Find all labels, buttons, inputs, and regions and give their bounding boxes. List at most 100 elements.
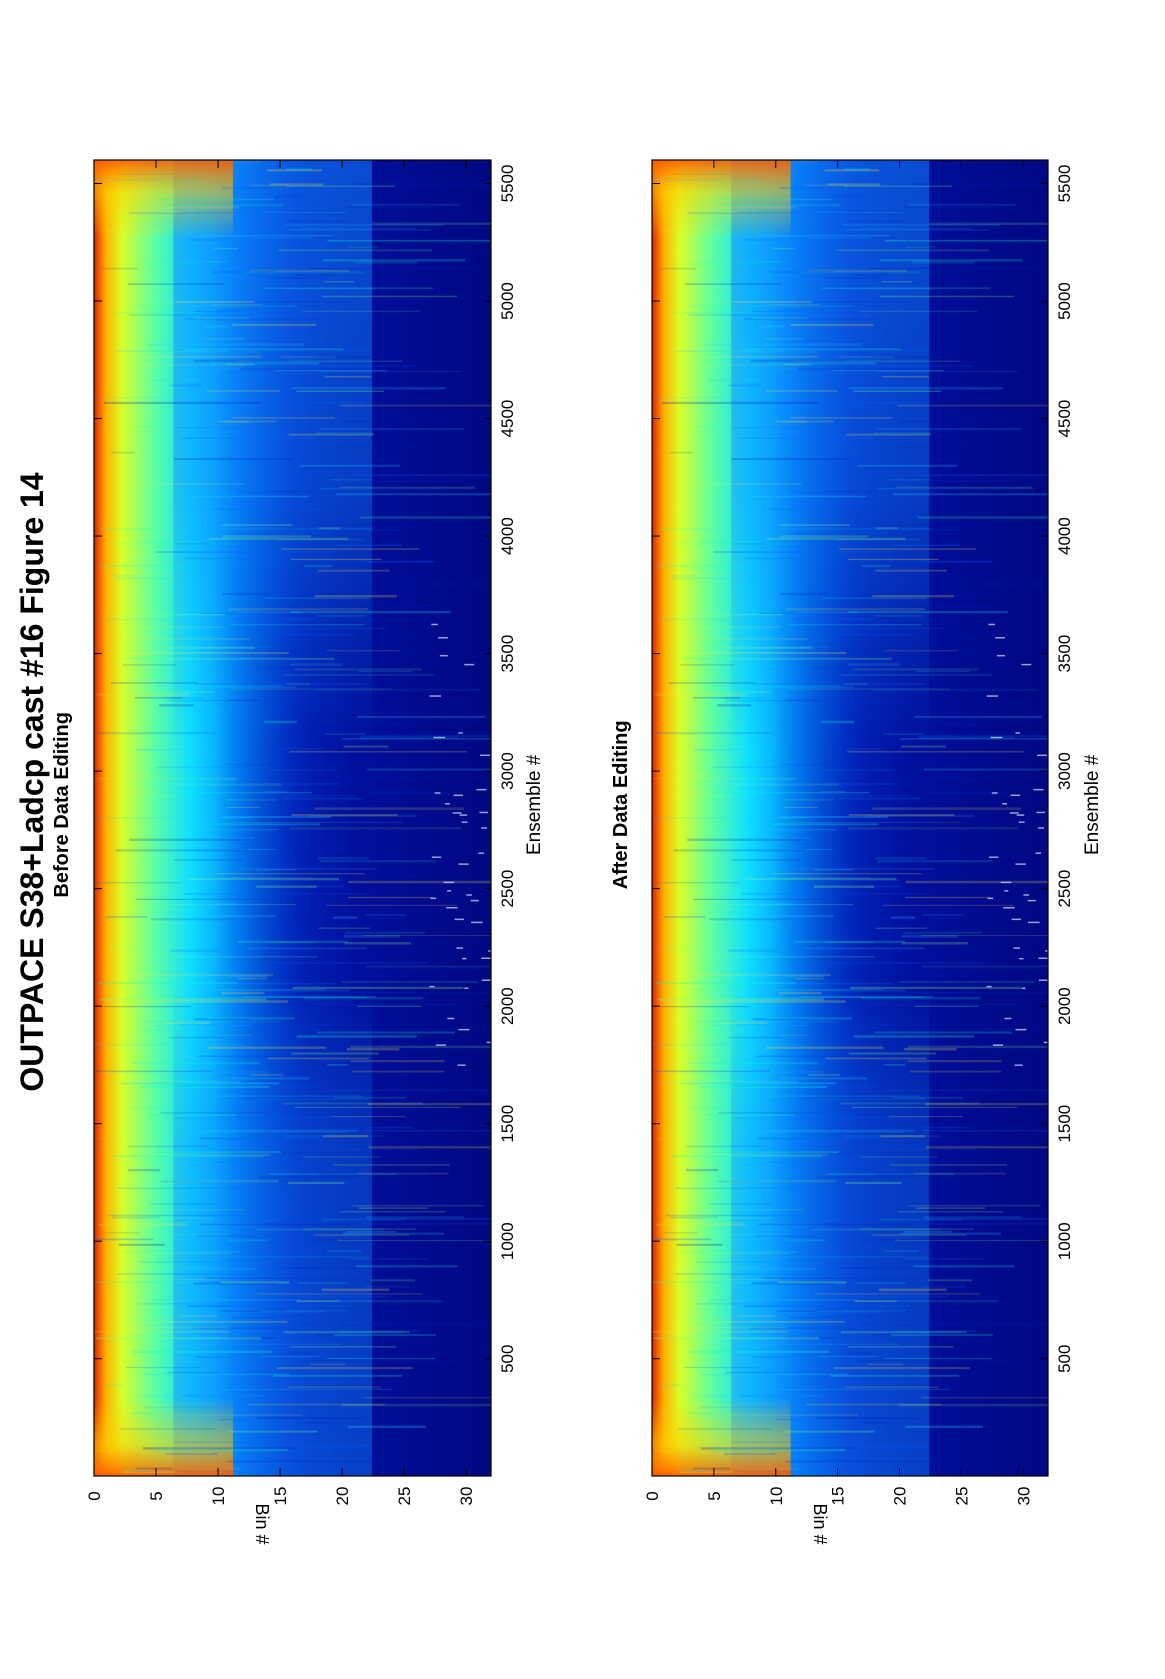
texture-streak — [194, 996, 367, 998]
texture-streak — [368, 1146, 491, 1149]
x-axis-label: Ensemble # — [524, 754, 545, 855]
texture-streak — [897, 404, 1048, 407]
texture-streak — [305, 1238, 455, 1242]
texture-streak — [366, 768, 491, 771]
texture-streak — [822, 1126, 924, 1130]
texture-streak — [925, 1217, 1048, 1220]
texture-streak — [759, 710, 782, 713]
texture-streak — [342, 738, 491, 740]
texture-streak — [115, 312, 203, 314]
texture-streak — [236, 611, 302, 614]
texture-streak — [795, 978, 825, 980]
texture-streak — [914, 1005, 979, 1007]
texture-streak — [321, 1288, 390, 1291]
texture-streak — [162, 1021, 210, 1024]
missing-data-gap — [1014, 1064, 1023, 1066]
texture-streak — [778, 1281, 847, 1284]
texture-streak — [848, 1345, 954, 1348]
texture-streak — [354, 723, 422, 726]
texture-streak — [875, 927, 928, 930]
texture-streak — [340, 404, 491, 407]
texture-streak — [660, 618, 731, 621]
texture-streak — [655, 732, 773, 735]
texture-streak — [237, 978, 267, 980]
texture-streak — [155, 766, 268, 769]
texture-streak — [351, 204, 460, 206]
texture-streak — [720, 1021, 768, 1024]
missing-data-gap — [488, 950, 491, 952]
texture-streak — [323, 1135, 368, 1138]
texture-streak — [917, 516, 1048, 519]
texture-streak — [370, 1279, 415, 1282]
texture-streak — [124, 1287, 155, 1289]
texture-streak — [194, 915, 277, 918]
texture-streak — [905, 880, 1048, 884]
texture-streak — [673, 173, 733, 175]
texture-streak — [214, 872, 365, 875]
texture-streak — [369, 1322, 491, 1325]
texture-streak — [191, 495, 309, 498]
texture-streak — [290, 827, 462, 830]
missing-data-gap — [446, 906, 458, 909]
texture-streak — [898, 420, 1018, 423]
texture-streak — [749, 495, 867, 498]
texture-streak — [170, 949, 219, 952]
texture-streak — [705, 301, 732, 304]
texture-streak — [205, 1129, 358, 1132]
texture-streak — [318, 1173, 428, 1176]
x-tick-label: 2000 — [1055, 987, 1074, 1025]
texture-streak — [851, 668, 980, 671]
texture-streak — [673, 312, 761, 314]
texture-streak — [335, 445, 414, 448]
texture-streak — [298, 1282, 349, 1284]
y-tick-label: 20 — [333, 1487, 352, 1506]
texture-streak — [915, 1207, 986, 1209]
texture-streak — [745, 829, 837, 831]
texture-streak — [888, 479, 931, 481]
missing-data-gap — [447, 890, 452, 892]
texture-streak — [890, 1334, 993, 1337]
texture-streak — [198, 234, 333, 237]
texture-streak — [154, 685, 283, 687]
texture-streak — [173, 848, 276, 850]
texture-streak — [149, 1114, 237, 1116]
texture-streak — [296, 364, 416, 367]
texture-streak — [843, 224, 1001, 226]
texture-streak — [795, 301, 908, 303]
texture-streak — [876, 428, 1021, 430]
texture-streak — [848, 611, 1008, 614]
texture-streak — [770, 1095, 920, 1097]
texture-streak — [147, 956, 318, 958]
texture-streak — [201, 325, 227, 328]
texture-streak — [673, 211, 738, 213]
texture-streak — [724, 697, 762, 699]
texture-streak — [356, 582, 485, 586]
texture-streak — [94, 1043, 243, 1046]
texture-streak — [683, 1266, 760, 1268]
texture-streak — [292, 528, 401, 531]
missing-data-gap — [471, 921, 483, 924]
texture-streak — [853, 390, 942, 393]
texture-streak — [370, 480, 463, 482]
texture-streak — [162, 160, 261, 163]
texture-streak — [752, 317, 808, 320]
missing-data-gap — [476, 788, 487, 791]
texture-streak — [94, 1330, 230, 1333]
texture-streak — [826, 649, 991, 652]
missing-data-gap — [1038, 957, 1048, 959]
texture-streak — [129, 1470, 236, 1473]
texture-streak — [766, 537, 906, 540]
texture-streak — [98, 564, 187, 568]
texture-streak — [927, 1279, 972, 1282]
texture-streak — [701, 1414, 859, 1416]
texture-streak — [317, 1031, 455, 1034]
y-tick-label: 5 — [147, 1491, 166, 1500]
missing-data-gap — [458, 863, 469, 865]
texture-streak — [169, 1036, 225, 1039]
y-tick-label: 10 — [209, 1487, 228, 1506]
texture-streak — [752, 1018, 808, 1021]
texture-streak — [193, 359, 289, 363]
texture-streak — [654, 882, 740, 884]
texture-streak — [176, 1085, 320, 1087]
missing-data-gap — [470, 899, 479, 902]
